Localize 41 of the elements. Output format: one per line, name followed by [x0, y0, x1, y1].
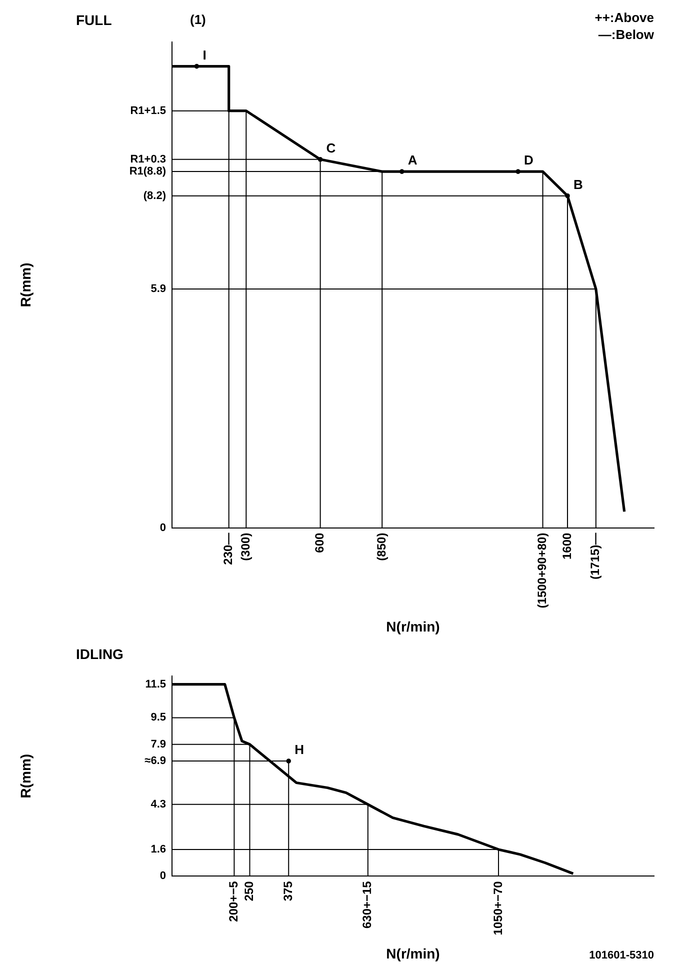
x-tick-label: (850) — [374, 532, 388, 561]
annotation: D — [524, 152, 534, 168]
y-tick-label: R1(8.8) — [129, 166, 166, 178]
annotation: C — [326, 140, 336, 156]
y-tick-label: 7.9 — [150, 738, 166, 750]
y-tick-label: ≈6.9 — [144, 755, 166, 768]
y-tick-label: (8.2) — [143, 190, 166, 202]
x-tick-label: (1500+90+80) — [535, 532, 550, 608]
x-tick-label: 630+−15 — [360, 880, 374, 929]
y-tick-label: 5.9 — [150, 282, 166, 295]
x-tick-label: 1600 — [560, 532, 574, 560]
text: 101601-5310 — [589, 950, 654, 962]
y-axis-title: R(mm) — [17, 262, 34, 308]
x-axis-title: N(r/min) — [386, 945, 440, 962]
y-tick-label: 0 — [160, 522, 166, 534]
y-tick-label: 11.5 — [145, 678, 166, 690]
text: ++:Above — [594, 10, 654, 26]
x-tick-label: 600 — [312, 532, 327, 553]
x-axis-title: N(r/min) — [386, 618, 440, 634]
y-tick-label: 0 — [160, 870, 166, 882]
annotation: —:Below — [598, 27, 655, 42]
x-tick-label: 375 — [280, 880, 295, 902]
y-tick-label: 1.6 — [150, 843, 166, 856]
x-tick-label: 200+−5 — [226, 880, 241, 922]
y-tick-label: 9.5 — [150, 712, 166, 724]
y-tick-label: 4.3 — [150, 798, 166, 810]
annotation: H — [294, 742, 304, 758]
y-tick-label: R1+0.3 — [130, 153, 166, 166]
chart-subtitle: (1) — [190, 12, 206, 28]
x-tick-label: (300) — [238, 532, 252, 561]
y-tick-label: R1+1.5 — [130, 104, 166, 117]
annotation: I — [202, 47, 206, 62]
annotation: B — [573, 176, 583, 192]
x-tick-label: 1050+−70 — [490, 880, 505, 936]
x-tick-label: 230— — [221, 532, 236, 565]
x-tick-label: 250 — [242, 880, 256, 902]
chart-title: FULL — [76, 12, 112, 28]
annotation: A — [408, 152, 418, 168]
x-tick-label: (1715)— — [588, 532, 602, 580]
chart-title: IDLING — [76, 646, 124, 662]
y-axis-title: R(mm) — [17, 754, 34, 798]
